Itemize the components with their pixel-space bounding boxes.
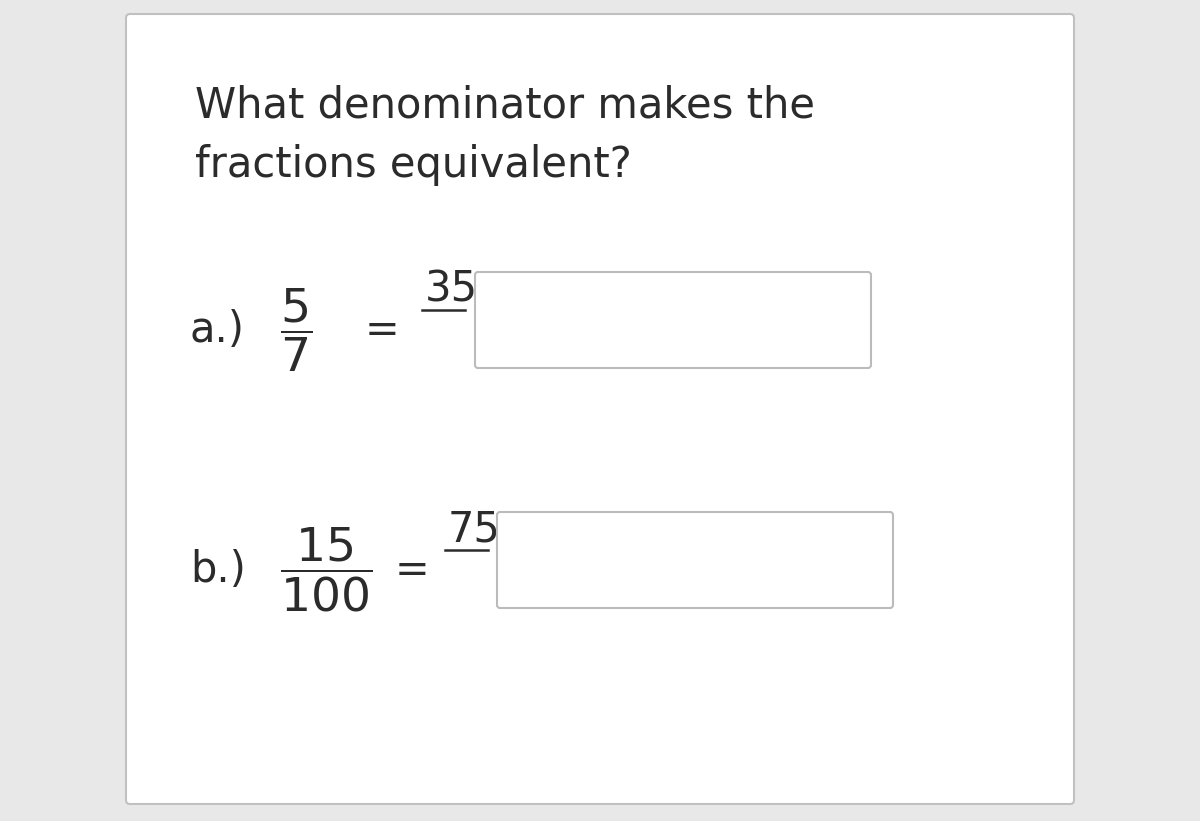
Text: fractions equivalent?: fractions equivalent? [194, 144, 631, 186]
FancyBboxPatch shape [126, 14, 1074, 804]
Text: =: = [365, 309, 400, 351]
Text: $\dfrac{5}{7}$: $\dfrac{5}{7}$ [280, 287, 312, 374]
FancyBboxPatch shape [475, 272, 871, 368]
Text: 35: 35 [425, 268, 478, 310]
Text: $\dfrac{15}{100}$: $\dfrac{15}{100}$ [280, 525, 372, 614]
Text: What denominator makes the: What denominator makes the [194, 84, 815, 126]
FancyBboxPatch shape [497, 512, 893, 608]
Text: a.): a.) [190, 309, 245, 351]
Text: 75: 75 [448, 508, 500, 550]
Text: b.): b.) [190, 549, 246, 591]
Text: =: = [395, 549, 430, 591]
